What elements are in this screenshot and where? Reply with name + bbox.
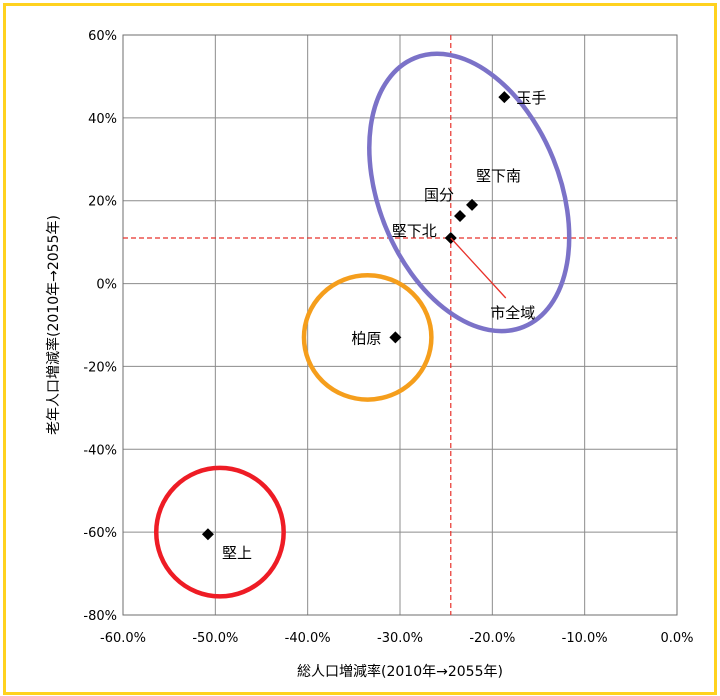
y-tick-label: 60%	[88, 29, 117, 44]
plot-border	[122, 34, 678, 616]
x-tick-label: -30.0%	[377, 631, 423, 646]
y-tick-label: -40%	[83, 443, 117, 458]
reference-callout-line	[450, 237, 507, 299]
y-tick-label: 20%	[88, 195, 117, 210]
x-axis-title: 総人口増減率(2010年→2055年)	[297, 663, 503, 680]
x-tick-label: -20.0%	[469, 631, 515, 646]
y-tick-label: -80%	[83, 609, 117, 624]
y-tick-label: -20%	[83, 360, 117, 375]
reference-label: 市全域	[490, 304, 535, 322]
y-tick-labels: 60% 40% 20% 0% -20% -40% -60% -80%	[83, 29, 117, 624]
x-tick-label: -10.0%	[562, 631, 608, 646]
x-tick-label: -50.0%	[192, 631, 238, 646]
x-tick-labels: -60.0% -50.0% -40.0% -30.0% -20.0% -10.0% 0.0%	[100, 631, 694, 646]
group-ellipses	[153, 51, 572, 599]
data-label: 堅上	[222, 544, 252, 562]
data-label: 柏原	[351, 329, 381, 347]
data-point	[466, 198, 479, 211]
reference-lines	[123, 35, 677, 615]
data-point	[454, 210, 467, 223]
data-label: 堅下南	[476, 167, 521, 185]
group-ellipse	[153, 465, 286, 599]
data-point	[498, 91, 511, 104]
x-tick-label: 0.0%	[660, 631, 693, 646]
group-ellipse	[367, 51, 572, 334]
data-label: 国分	[424, 186, 454, 204]
data-label: 堅下北	[392, 222, 437, 240]
grid-lines	[122, 34, 678, 616]
data-point	[201, 528, 214, 541]
group-ellipse	[301, 273, 434, 402]
y-tick-label: 40%	[88, 112, 117, 127]
data-point	[389, 331, 402, 344]
data-label: 玉手	[516, 89, 546, 107]
y-tick-label: 0%	[96, 278, 117, 293]
y-tick-label: -60%	[83, 526, 117, 541]
y-axis-title: 老年人口増減率(2010年→2055年)	[45, 215, 62, 435]
x-tick-label: -60.0%	[100, 631, 146, 646]
x-tick-label: -40.0%	[285, 631, 331, 646]
